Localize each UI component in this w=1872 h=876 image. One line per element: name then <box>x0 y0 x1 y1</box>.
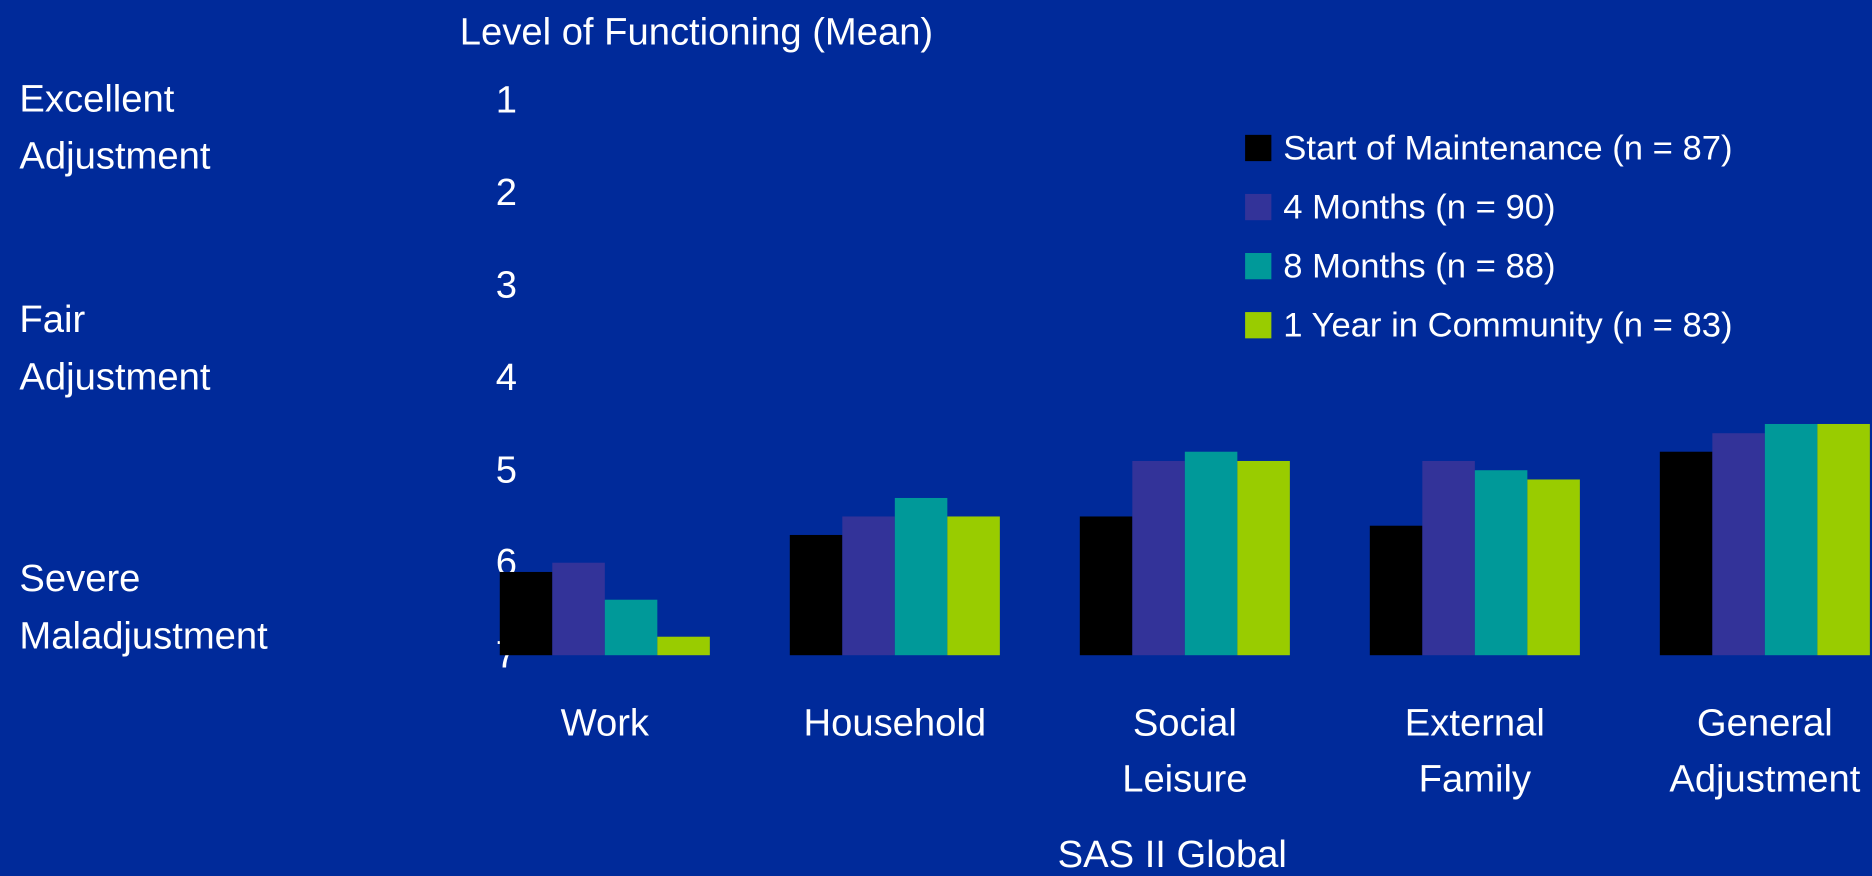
legend-swatch <box>1245 253 1272 280</box>
annotation: Fair Adjustment <box>19 298 210 398</box>
bar <box>1184 451 1238 656</box>
x-tick-label: General Adjustment <box>1669 702 1860 801</box>
legend-label: 1 Year in Community (n = 83) <box>1283 307 1732 345</box>
bar <box>789 534 843 656</box>
bar <box>1237 460 1290 656</box>
bar <box>1764 423 1818 656</box>
legend-label: 4 Months (n = 90) <box>1283 189 1555 227</box>
x-tick-label: Social Leisure <box>1122 702 1247 801</box>
bar <box>1712 433 1765 656</box>
x-axis-title: SAS II Global <box>1058 833 1287 876</box>
x-tick-label: Household <box>804 702 987 745</box>
bar <box>1817 423 1870 656</box>
bar <box>1474 470 1528 656</box>
bar <box>1369 525 1423 656</box>
bar <box>947 516 1000 656</box>
bar <box>1659 451 1713 656</box>
bar <box>1132 460 1185 656</box>
bar <box>657 636 710 656</box>
annotation: Excellent Adjustment <box>19 78 210 178</box>
legend-swatch <box>1245 312 1272 339</box>
y-tick-label: 2 <box>496 171 517 214</box>
y-tick-label: 4 <box>496 356 517 399</box>
bar <box>499 571 553 656</box>
bar <box>604 599 658 656</box>
y-tick-label: 5 <box>496 449 517 492</box>
legend-label: 8 Months (n = 88) <box>1283 248 1555 286</box>
y-tick-label: 3 <box>496 264 517 307</box>
bar <box>1527 479 1580 656</box>
y-tick-label: 1 <box>496 79 517 122</box>
legend-label: Start of Maintenance (n = 87) <box>1283 130 1732 168</box>
legend-swatch <box>1245 193 1272 221</box>
x-tick-label: Work <box>561 702 650 745</box>
y-axis-title: Level of Functioning (Mean) <box>460 11 933 54</box>
bar <box>552 562 605 656</box>
annotation: Severe Maladjustment <box>19 557 268 657</box>
x-tick-label: External Family <box>1405 702 1545 801</box>
bar <box>1079 516 1133 656</box>
bar <box>842 516 895 656</box>
bar <box>1422 460 1475 656</box>
legend-swatch <box>1245 134 1272 162</box>
bar <box>894 497 948 656</box>
